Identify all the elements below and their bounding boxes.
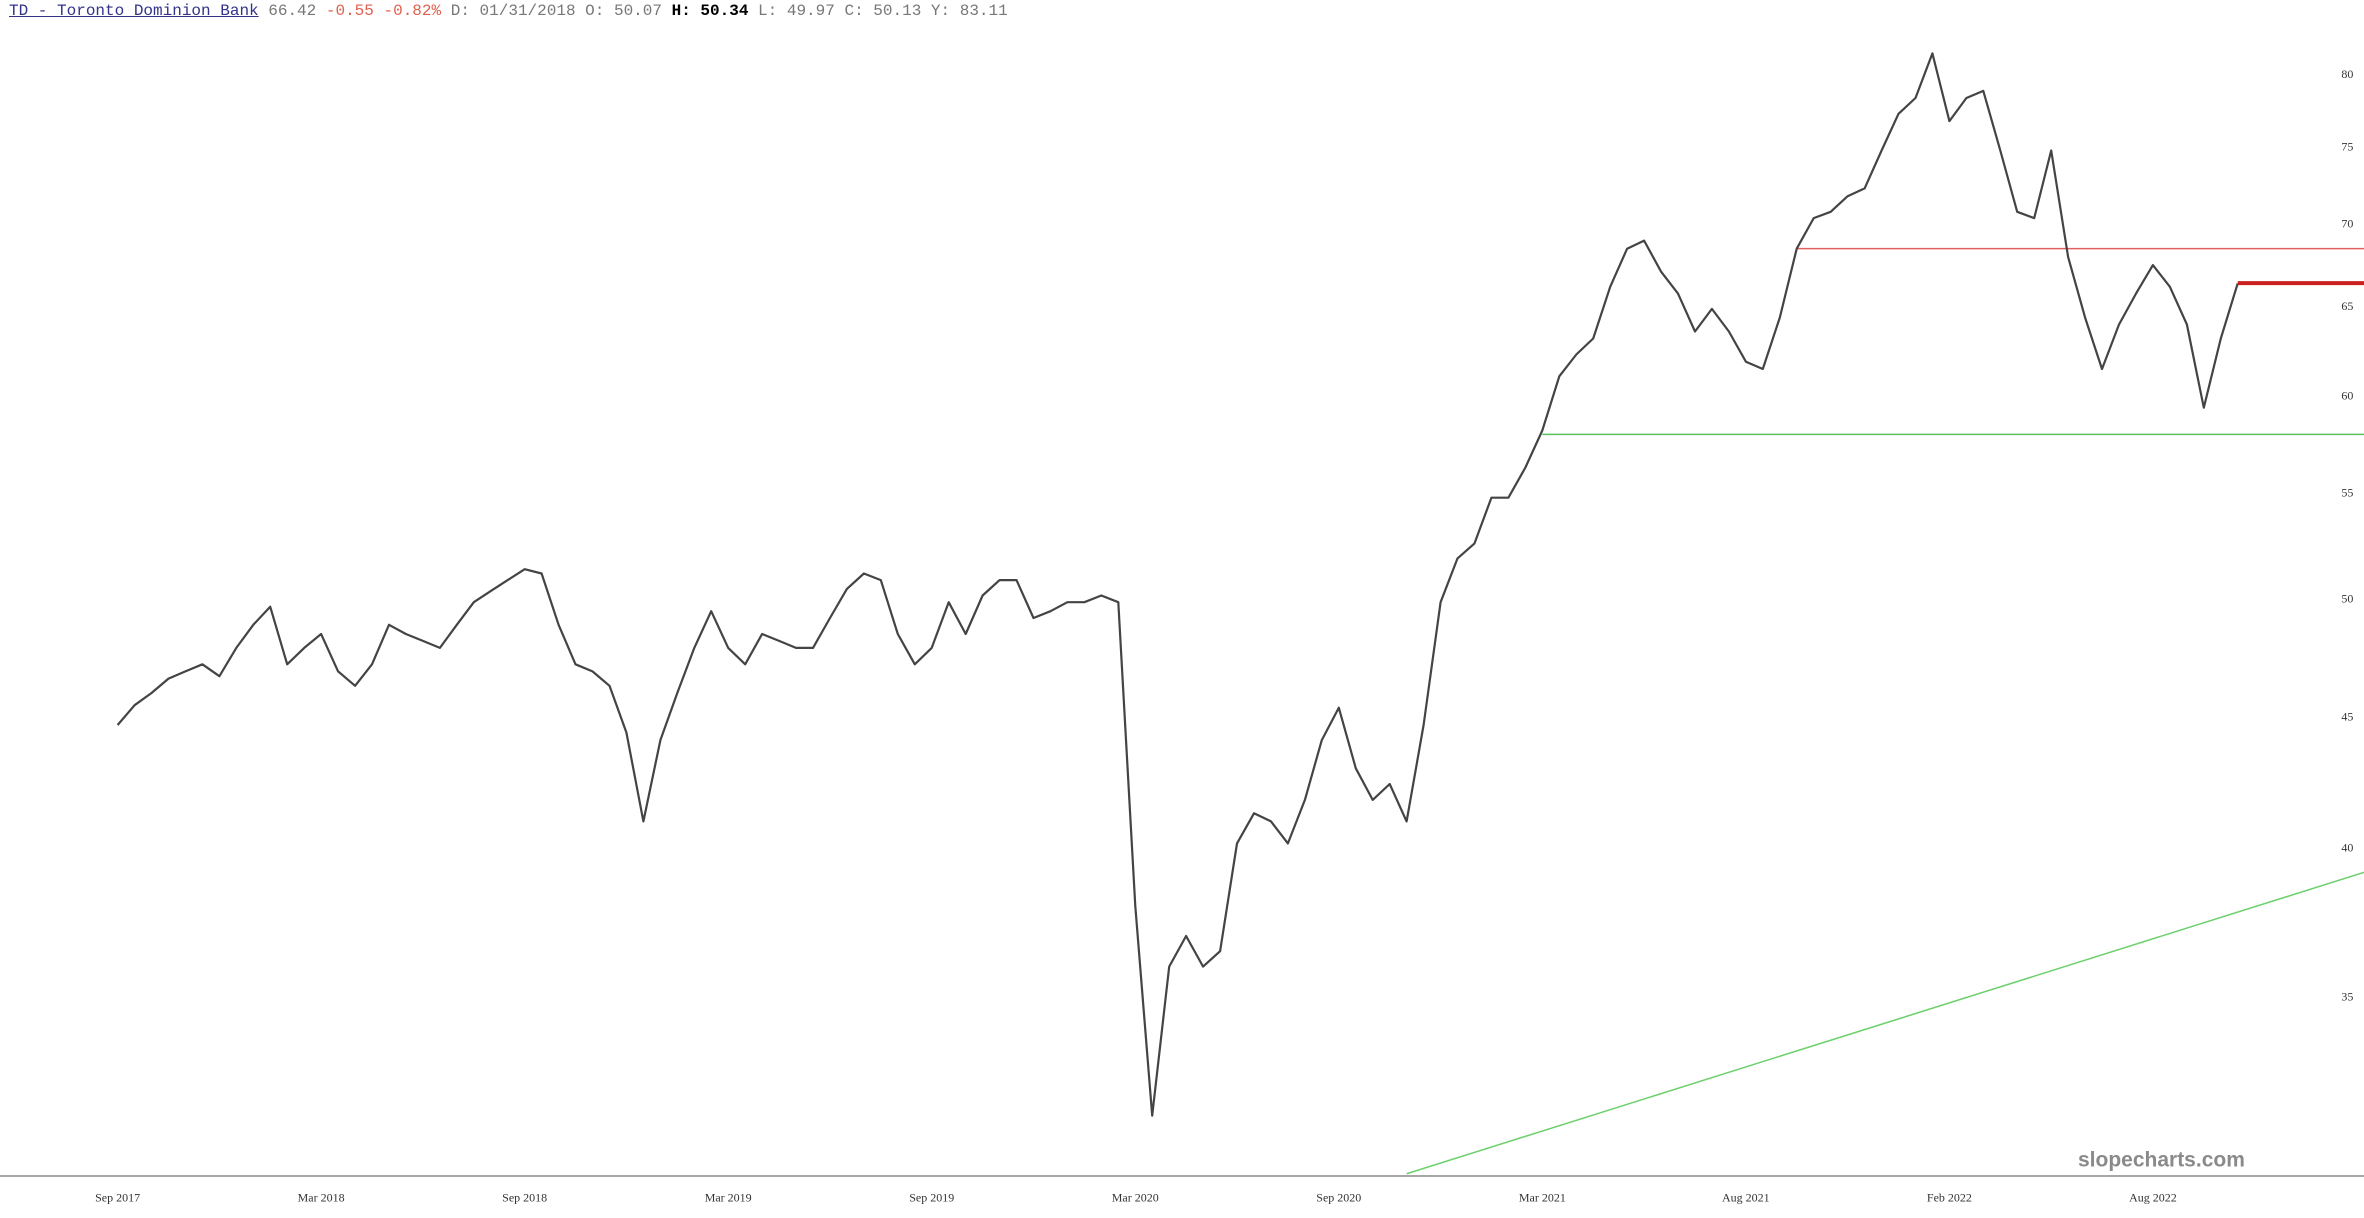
header: TD - Toronto Dominion Bank 66.42 -0.55 -… bbox=[9, 2, 1008, 20]
x-tick-label: Sep 2019 bbox=[909, 1190, 954, 1204]
field-value: 50.07 bbox=[613, 2, 662, 20]
field-label: Y: bbox=[930, 2, 951, 20]
symbol[interactable]: TD - Toronto Dominion Bank bbox=[9, 2, 259, 20]
field-value: 01/31/2018 bbox=[479, 2, 576, 20]
x-tick-label: Sep 2018 bbox=[502, 1190, 547, 1204]
x-tick-label: Mar 2018 bbox=[298, 1190, 345, 1204]
fields: D: 01/31/2018 O: 50.07 H: 50.34 L: 49.97… bbox=[441, 2, 1008, 20]
x-tick-label: Mar 2021 bbox=[1519, 1190, 1566, 1204]
price-line bbox=[116, 52, 2239, 1117]
field-label: D: bbox=[450, 2, 470, 20]
y-tick-label: 55 bbox=[2341, 485, 2353, 499]
y-tick-label: 50 bbox=[2341, 592, 2353, 606]
x-tick-label: Mar 2019 bbox=[705, 1190, 752, 1204]
y-tick-label: 65 bbox=[2341, 299, 2353, 313]
y-tick-label: 75 bbox=[2341, 139, 2353, 153]
field-value: 83.11 bbox=[959, 2, 1008, 20]
y-tick-label: 40 bbox=[2341, 841, 2353, 855]
field-label: C: bbox=[844, 2, 864, 20]
field-label: H: bbox=[671, 2, 691, 20]
price: 66.42 bbox=[268, 2, 317, 20]
field-value: 49.97 bbox=[786, 2, 835, 20]
y-tick-label: 70 bbox=[2341, 216, 2353, 230]
y-tick-label: 80 bbox=[2341, 67, 2353, 81]
field-value: 50.13 bbox=[873, 2, 922, 20]
trendline bbox=[1406, 871, 2364, 1175]
y-tick-label: 60 bbox=[2341, 388, 2353, 402]
field-label: L: bbox=[758, 2, 778, 20]
change: -0.55 bbox=[325, 2, 374, 20]
field-value: 50.34 bbox=[700, 2, 749, 20]
x-tick-label: Sep 2017 bbox=[95, 1190, 140, 1204]
change-pct: -0.82% bbox=[383, 2, 442, 20]
x-tick-label: Aug 2022 bbox=[2129, 1190, 2177, 1204]
x-tick-label: Aug 2021 bbox=[1722, 1190, 1770, 1204]
y-tick-label: 45 bbox=[2341, 709, 2353, 723]
x-tick-label: Mar 2020 bbox=[1112, 1190, 1159, 1204]
y-tick-label: 35 bbox=[2341, 990, 2353, 1004]
watermark: slopecharts.com bbox=[2078, 1148, 2245, 1171]
field-label: O: bbox=[585, 2, 605, 20]
x-tick-label: Feb 2022 bbox=[1927, 1190, 1972, 1204]
x-tick-label: Sep 2020 bbox=[1316, 1190, 1361, 1204]
